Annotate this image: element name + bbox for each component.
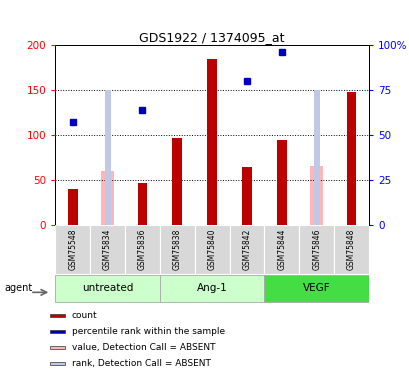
Bar bbox=[50, 314, 65, 317]
Bar bbox=[50, 362, 65, 365]
FancyBboxPatch shape bbox=[264, 275, 368, 302]
Text: GSM75548: GSM75548 bbox=[68, 229, 77, 270]
Text: GSM75848: GSM75848 bbox=[346, 229, 355, 270]
FancyBboxPatch shape bbox=[229, 225, 264, 274]
Text: value, Detection Call = ABSENT: value, Detection Call = ABSENT bbox=[72, 343, 215, 352]
Bar bbox=[101, 171, 114, 225]
Text: GSM75840: GSM75840 bbox=[207, 229, 216, 270]
Text: Ang-1: Ang-1 bbox=[196, 283, 227, 293]
FancyBboxPatch shape bbox=[194, 225, 229, 274]
Bar bbox=[104, 90, 110, 225]
Bar bbox=[68, 189, 77, 225]
Text: VEGF: VEGF bbox=[302, 283, 330, 293]
Bar bbox=[172, 138, 182, 225]
Text: agent: agent bbox=[4, 283, 32, 293]
FancyBboxPatch shape bbox=[160, 275, 264, 302]
Text: GSM75842: GSM75842 bbox=[242, 229, 251, 270]
FancyBboxPatch shape bbox=[299, 225, 333, 274]
Bar bbox=[242, 166, 251, 225]
Text: GSM75846: GSM75846 bbox=[312, 229, 320, 270]
Text: GSM75834: GSM75834 bbox=[103, 229, 112, 270]
Text: rank, Detection Call = ABSENT: rank, Detection Call = ABSENT bbox=[72, 359, 210, 368]
Bar bbox=[309, 166, 323, 225]
FancyBboxPatch shape bbox=[160, 225, 194, 274]
FancyBboxPatch shape bbox=[333, 225, 368, 274]
Text: GSM75838: GSM75838 bbox=[173, 229, 181, 270]
FancyBboxPatch shape bbox=[264, 225, 299, 274]
Bar bbox=[137, 183, 147, 225]
Bar bbox=[276, 140, 286, 225]
Title: GDS1922 / 1374095_at: GDS1922 / 1374095_at bbox=[139, 31, 284, 44]
Text: percentile rank within the sample: percentile rank within the sample bbox=[72, 327, 225, 336]
Bar bbox=[50, 346, 65, 349]
Bar bbox=[50, 330, 65, 333]
Text: untreated: untreated bbox=[82, 283, 133, 293]
FancyBboxPatch shape bbox=[55, 275, 160, 302]
Text: GSM75836: GSM75836 bbox=[138, 229, 146, 270]
Bar bbox=[207, 58, 216, 225]
Text: count: count bbox=[72, 311, 97, 320]
FancyBboxPatch shape bbox=[55, 225, 90, 274]
FancyBboxPatch shape bbox=[90, 225, 125, 274]
Bar bbox=[346, 92, 355, 225]
Text: GSM75844: GSM75844 bbox=[277, 229, 285, 270]
Bar bbox=[313, 90, 319, 225]
FancyBboxPatch shape bbox=[125, 225, 160, 274]
